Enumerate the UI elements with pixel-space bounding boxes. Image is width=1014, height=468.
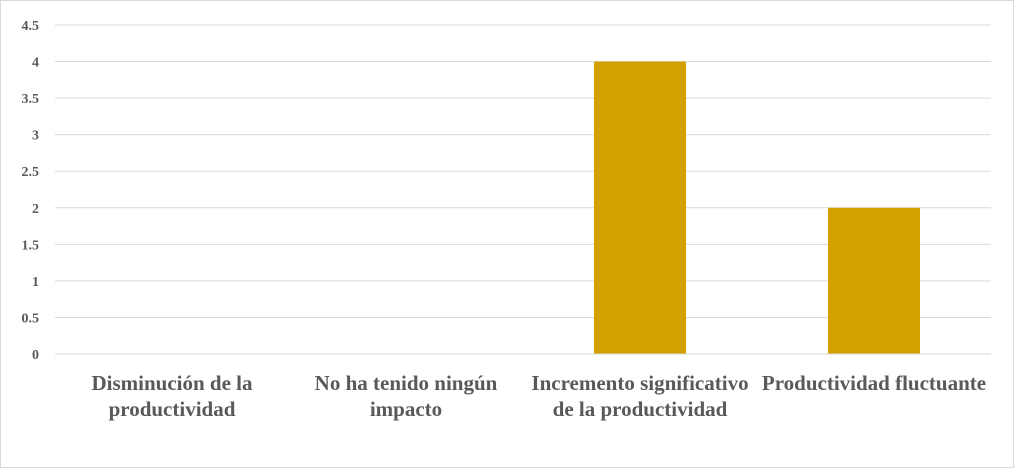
category-label-2: Incremento significativo de la productiv… [531,371,749,421]
bars [594,61,920,355]
y-tick-label: 4.5 [22,19,40,34]
y-tick-label: 3.5 [22,92,40,107]
y-tick-label: 2.5 [22,165,40,180]
gridlines [55,24,991,318]
bar-2 [594,61,686,355]
y-tick-label: 0.5 [22,311,40,326]
y-tick-label: 2 [32,202,39,217]
y-tick-label: 3 [32,129,39,144]
category-label-0: Disminución de la productividad [91,371,253,421]
bar-3 [828,207,920,354]
y-tick-label: 0 [32,348,39,363]
y-axis-ticks: 0 0.5 1 1.5 2 2.5 3 3.5 4 4.5 [22,19,40,363]
y-tick-label: 1.5 [22,238,40,253]
y-tick-label: 4 [32,56,39,71]
y-tick-label: 1 [32,275,39,290]
category-label-3: Productividad fluctuante [761,371,987,395]
category-label-1: No ha tenido ningún impacto [314,371,498,421]
